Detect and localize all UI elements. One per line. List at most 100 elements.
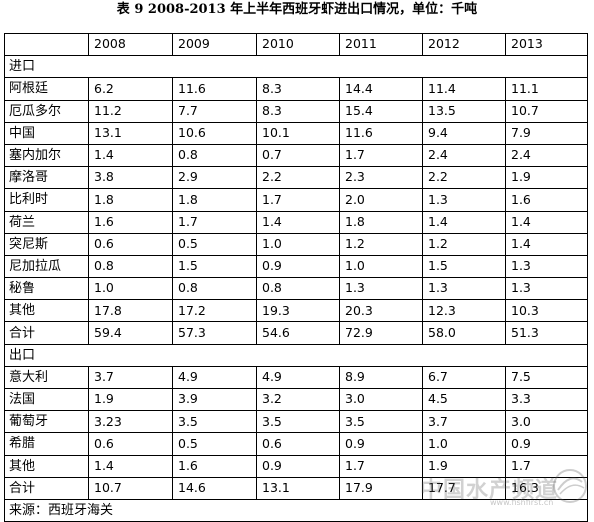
value-cell: 14.4: [339, 77, 423, 101]
value-cell: 3.5: [256, 410, 340, 434]
value-cell: 17.9: [339, 476, 423, 500]
value-cell: 0.8: [256, 277, 340, 301]
value-cell: 3.23: [88, 410, 173, 434]
value-cell: 3.3: [505, 387, 588, 412]
value-cell: 3.8: [88, 166, 173, 190]
value-cell: 1.0: [422, 432, 506, 456]
value-cell: 8.3: [256, 99, 340, 123]
value-cell: 17.7: [422, 476, 506, 500]
row-label: 其他: [4, 299, 89, 323]
watermark-text: 中国水产频道: [420, 478, 559, 503]
value-cell: 3.7: [422, 410, 506, 434]
table-row: 厄瓜多尔 11.2 7.7 8.3 15.4 13.5 10.7: [4, 99, 588, 123]
row-label: 尼加拉瓜: [4, 254, 89, 279]
value-cell: 1.3: [422, 188, 506, 212]
value-cell: 13.1: [88, 121, 173, 145]
header-year: 2012: [422, 32, 506, 57]
value-cell: 57.3: [172, 321, 257, 345]
value-cell: 3.0: [339, 387, 423, 412]
value-cell: 51.3: [505, 321, 588, 345]
table-row: 塞内加尔 1.4 0.8 0.7 1.7 2.4 2.4: [4, 143, 588, 168]
value-cell: 0.8: [88, 254, 173, 279]
value-cell: 13.1: [256, 476, 340, 500]
value-cell: 0.9: [256, 254, 340, 279]
value-cell: 1.2: [339, 232, 423, 256]
row-label: 比利时: [4, 188, 89, 212]
value-cell: 10.7: [88, 476, 173, 500]
value-cell: 3.9: [172, 387, 257, 412]
row-label: 合计: [4, 476, 89, 500]
value-cell: 0.8: [172, 143, 257, 168]
value-cell: 2.4: [505, 143, 588, 168]
table-row: 葡萄牙 3.23 3.5 3.5 3.5 3.7 3.0: [4, 410, 588, 434]
table-row: 突尼斯 0.6 0.5 1.0 1.2 1.2 1.4: [4, 232, 588, 256]
watermark-url: www.fishfirst.cn: [490, 498, 554, 507]
value-cell: 1.6: [88, 210, 173, 234]
value-cell: 2.0: [339, 188, 423, 212]
value-cell: 10.6: [172, 121, 257, 145]
table-row: 法国 1.9 3.9 3.2 3.0 4.5 3.3: [4, 387, 588, 412]
value-cell: 1.0: [256, 232, 340, 256]
value-cell: 9.4: [422, 121, 506, 145]
value-cell: 10.1: [256, 121, 340, 145]
value-cell: 6.7: [422, 365, 506, 390]
row-label: 荷兰: [4, 210, 89, 234]
value-cell: 17.2: [172, 299, 257, 323]
value-cell: 1.3: [505, 277, 588, 301]
value-cell: 14.6: [172, 476, 257, 500]
row-label: 秘鲁: [4, 277, 89, 301]
table-row: 意大利 3.7 4.9 4.9 8.9 6.7 7.5: [4, 365, 588, 390]
value-cell: 10.3: [505, 299, 588, 323]
value-cell: 72.9: [339, 321, 423, 345]
value-cell: 1.5: [422, 254, 506, 279]
header-year: 2011: [339, 32, 423, 57]
value-cell: 2.4: [422, 143, 506, 168]
header-year: 2009: [172, 32, 257, 57]
value-cell: 3.2: [256, 387, 340, 412]
value-cell: 6.2: [88, 77, 173, 101]
value-cell: 12.3: [422, 299, 506, 323]
value-cell: 8.3: [256, 77, 340, 101]
row-label: 希腊: [4, 432, 89, 456]
header-corner: [4, 32, 89, 57]
value-cell: 7.5: [505, 365, 588, 390]
table-row: 摩洛哥 3.8 2.9 2.2 2.3 2.2 1.9: [4, 166, 588, 190]
table-row: 其他 1.4 1.6 0.9 1.7 1.9 1.7: [4, 454, 588, 478]
row-label: 突尼斯: [4, 232, 89, 256]
table-row: 中国 13.1 10.6 10.1 11.6 9.4 7.9: [4, 121, 588, 145]
row-label: 葡萄牙: [4, 410, 89, 434]
watermark: 中国水产频道 www.fishfirst.cn: [420, 466, 590, 508]
row-label: 阿根廷: [4, 77, 89, 101]
header-year: 2010: [256, 32, 340, 57]
value-cell: 17.8: [88, 299, 173, 323]
table-row: 秘鲁 1.0 0.8 0.8 1.3 1.3 1.3: [4, 277, 588, 301]
shrimp-trade-table: 2008 2009 2010 2011 2012 2013 进口 阿根廷 6.2 11…: [4, 32, 588, 522]
value-cell: 1.4: [505, 210, 588, 234]
value-cell: 2.2: [256, 166, 340, 190]
value-cell: 11.1: [505, 77, 588, 101]
value-cell: 4.5: [422, 387, 506, 412]
watermark-logo-icon: [553, 469, 587, 503]
value-cell: 0.5: [172, 232, 257, 256]
value-cell: 1.9: [505, 166, 588, 190]
row-label: 意大利: [4, 365, 89, 390]
row-label: 厄瓜多尔: [4, 99, 89, 123]
value-cell: 2.9: [172, 166, 257, 190]
value-cell: 1.4: [256, 210, 340, 234]
value-cell: 1.4: [422, 210, 506, 234]
section-row: 出口: [4, 343, 588, 367]
value-cell: 1.0: [88, 277, 173, 301]
value-cell: 16.3: [505, 476, 588, 500]
value-cell: 0.9: [505, 432, 588, 456]
value-cell: 59.4: [88, 321, 173, 345]
value-cell: 19.3: [256, 299, 340, 323]
value-cell: 11.6: [172, 77, 257, 101]
value-cell: 11.2: [88, 99, 173, 123]
value-cell: 1.7: [256, 188, 340, 212]
table-title: 表 9 2008-2013 年上半年西班牙虾进出口情况，单位：千吨: [116, 2, 478, 17]
table-row: 尼加拉瓜 0.8 1.5 0.9 1.0 1.5 1.3: [4, 254, 588, 279]
value-cell: 11.4: [422, 77, 506, 101]
value-cell: 3.7: [88, 365, 173, 390]
value-cell: 0.9: [256, 454, 340, 478]
value-cell: 0.9: [339, 432, 423, 456]
